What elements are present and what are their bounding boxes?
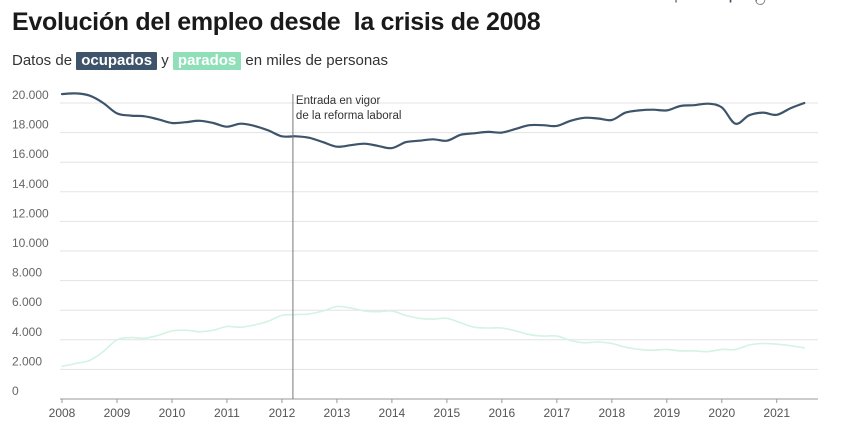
x-tick-label: 2014	[379, 406, 406, 420]
y-tick-label: 20.000	[12, 88, 49, 102]
x-tick-label: 2021	[763, 406, 790, 420]
reform-note-line2: de la reforma laboral	[296, 110, 401, 122]
subtitle-suffix: en miles de personas	[241, 52, 389, 69]
ocupados-tag: ocupados	[76, 52, 158, 70]
annotation-date: Septiembre de 2020	[661, 0, 765, 3]
y-tick-label: 8.000	[12, 266, 42, 280]
x-tick-label: 2016	[489, 406, 516, 420]
series-line-parados	[61, 305, 806, 368]
x-tick-label: 2008	[49, 406, 76, 420]
series-line-ocupados	[60, 92, 806, 150]
x-tick-label: 2011	[214, 406, 240, 420]
reform-note-line1: Entrada en vigor	[296, 95, 381, 107]
subtitle-middle: y	[157, 52, 173, 69]
x-tick-label: 2010	[159, 406, 186, 420]
x-tick-label: 2017	[543, 406, 570, 420]
y-tick-label: 16.000	[12, 147, 49, 161]
x-tick-label: 2009	[104, 406, 131, 420]
subtitle-prefix: Datos de	[12, 52, 77, 69]
y-tick-label: 14.000	[12, 177, 49, 191]
annotation-value: 19.176,9	[720, 0, 765, 3]
y-tick-label: 4.000	[12, 325, 42, 339]
x-tick-label: 2020	[708, 406, 735, 420]
x-tick-label: 2019	[653, 406, 680, 420]
x-tick-label: 2012	[269, 406, 296, 420]
y-tick-label: 18.000	[12, 118, 49, 132]
parados-tag: parados	[172, 52, 242, 70]
y-tick-label: 2.000	[12, 354, 42, 368]
y-tick-label: 10.000	[12, 236, 49, 250]
chart-title: Evolución del empleo desde la crisis de …	[12, 8, 541, 36]
y-tick-label: 6.000	[12, 295, 42, 309]
annotation-point-marker	[755, 0, 766, 5]
y-tick-label: 12.000	[12, 206, 49, 220]
x-tick-label: 2013	[324, 406, 351, 420]
x-tick-label: 2015	[434, 406, 461, 420]
y-tick-label: 0	[12, 384, 19, 398]
chart-subtitle: Datos de ocupados y parados en miles de …	[12, 52, 388, 70]
x-tick-label: 2018	[598, 406, 625, 420]
annotation-title: Ocupados	[706, 0, 765, 3]
